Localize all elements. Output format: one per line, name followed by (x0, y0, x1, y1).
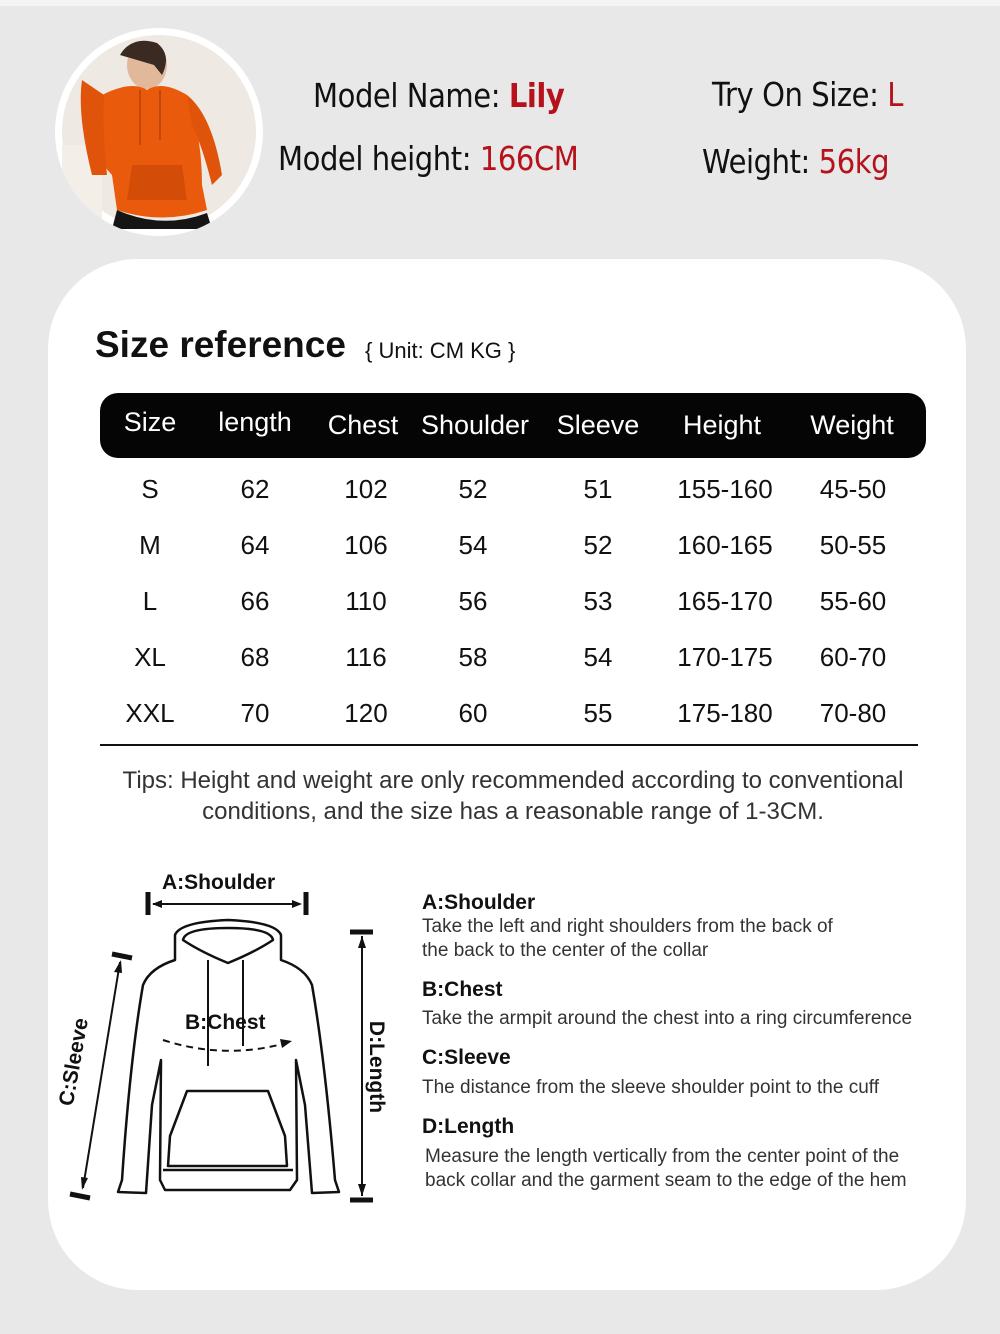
sleeve-arrow (69, 951, 133, 1201)
tips-text: Tips: Height and weight are only recomme… (100, 765, 926, 827)
table-cell: 165-170 (677, 586, 773, 616)
table-cell: 60-70 (819, 642, 887, 672)
measure-desc-shoulder: Take the left and right shoulders from t… (422, 915, 833, 963)
measure-title-length: D:Length (422, 1115, 515, 1138)
column-header-sleeve: Sleeve (556, 410, 640, 440)
hoodie-diagram (69, 892, 373, 1203)
model-weight: Weight: 56kg (702, 142, 890, 181)
column-header-chest: Chest (327, 410, 399, 440)
unit-label: { Unit: CM KG } (365, 338, 516, 363)
model-name-value: Lily (508, 76, 565, 115)
try-on-size-label: Try On Size: (712, 75, 888, 114)
diagram-label-shoulder: A:Shoulder (162, 871, 276, 894)
table-cell: 62 (240, 474, 270, 504)
model-height-label: Model height: (278, 139, 480, 178)
table-bottom-rule (100, 744, 918, 746)
table-cell: S (141, 474, 159, 504)
table-cell: 60 (458, 698, 488, 728)
hoodie-outline (116, 918, 341, 1195)
table-cell: 116 (345, 642, 387, 672)
table-cell: 51 (583, 474, 613, 504)
table-cell: 68 (240, 642, 270, 672)
tips-line-1: Tips: Height and weight are only recomme… (122, 767, 904, 794)
diagram-label-length: D:Length (365, 1020, 389, 1114)
model-height: Model height: 166CM (278, 139, 579, 178)
column-header-height: Height (682, 410, 762, 440)
desc-line: back collar and the garment seam to the … (425, 1170, 907, 1191)
model-hoodie-image (62, 35, 256, 229)
table-cell: M (139, 530, 161, 560)
table-cell: 53 (583, 586, 613, 616)
column-header-shoulder: Shoulder (420, 410, 530, 440)
top-strip (0, 0, 1000, 6)
diagram-label-chest: B:Chest (185, 1011, 266, 1034)
measure-desc-length: Measure the length vertically from the c… (425, 1145, 907, 1193)
desc-line: The distance from the sleeve shoulder po… (422, 1077, 879, 1098)
table-cell: 155-160 (677, 474, 773, 504)
chest-arrowhead (280, 1039, 292, 1048)
table-cell: 54 (583, 642, 613, 672)
try-on-size: Try On Size: L (712, 75, 903, 114)
size-reference-title: Size reference (95, 324, 346, 365)
table-cell: 70 (240, 698, 270, 728)
table-cell: 70-80 (819, 698, 887, 728)
desc-line: Take the left and right shoulders from t… (422, 916, 833, 937)
column-header-weight: Weight (810, 410, 894, 440)
table-cell: 110 (345, 586, 387, 616)
length-arrow (350, 929, 373, 1203)
table-cell: 102 (344, 474, 388, 504)
table-cell: 50-55 (819, 530, 887, 560)
model-name: Model Name: Lily (313, 76, 565, 115)
model-photo (55, 28, 263, 236)
chest-arrow (162, 1039, 287, 1052)
table-cell: 106 (344, 530, 388, 560)
model-weight-label: Weight: (702, 142, 819, 181)
table-cell: 66 (240, 586, 270, 616)
table-cell: 55-60 (819, 586, 887, 616)
measure-desc-chest: Take the armpit around the chest into a … (422, 1007, 912, 1031)
measure-title-chest: B:Chest (422, 978, 503, 1001)
shoulder-arrow (145, 892, 309, 915)
measure-desc-sleeve: The distance from the sleeve shoulder po… (422, 1076, 879, 1100)
table-cell: XL (134, 642, 166, 672)
table-cell: 58 (458, 642, 488, 672)
table-header: Size length Chest Shoulder Sleeve Height… (100, 393, 926, 458)
hood-inner (181, 926, 275, 965)
table-cell: 54 (458, 530, 488, 560)
desc-line: Measure the length vertically from the c… (425, 1146, 900, 1167)
column-header-size: Size (123, 407, 177, 437)
table-cell: 175-180 (677, 698, 773, 728)
table-cell: 52 (458, 474, 488, 504)
table-cell: 56 (458, 586, 488, 616)
table-cell: 55 (583, 698, 613, 728)
table-cell: 64 (240, 530, 270, 560)
desc-line: the back to the center of the collar (422, 940, 709, 961)
model-name-label: Model Name: (313, 76, 509, 115)
table-cell: L (142, 586, 158, 616)
tips-line-2: conditions, and the size has a reasonabl… (202, 798, 824, 825)
table-cell: 160-165 (677, 530, 773, 560)
model-height-value: 166CM (479, 139, 579, 178)
column-header-length: length (218, 407, 292, 437)
table-cell: XXL (125, 698, 175, 728)
desc-line: Take the armpit around the chest into a … (422, 1008, 913, 1029)
table-cell: 52 (583, 530, 613, 560)
try-on-size-value: L (887, 75, 903, 114)
model-weight-value: 56kg (818, 142, 890, 181)
hoodie-pocket (166, 1089, 289, 1168)
table-cell: 120 (344, 698, 388, 728)
table-cell: 170-175 (677, 642, 773, 672)
measure-title-sleeve: C:Sleeve (422, 1046, 511, 1069)
measure-title-shoulder: A:Shoulder (422, 891, 536, 914)
table-cell: 45-50 (819, 474, 887, 504)
